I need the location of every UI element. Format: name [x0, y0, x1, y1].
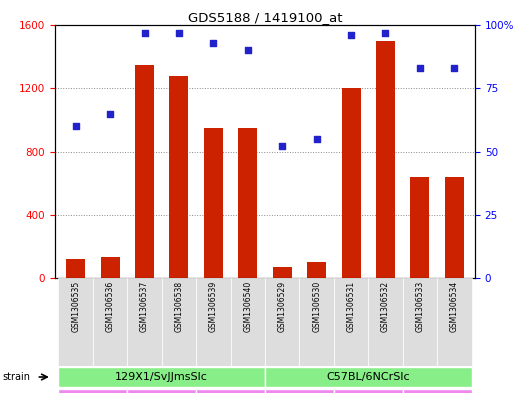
Bar	[445, 177, 464, 278]
Text: GSM1306537: GSM1306537	[140, 281, 149, 332]
Bar	[307, 262, 326, 278]
Bar	[368, 278, 403, 366]
Bar	[101, 257, 120, 278]
Point	[278, 143, 286, 150]
Point	[416, 65, 424, 71]
Bar	[230, 278, 265, 366]
Bar	[196, 278, 230, 366]
Text: GSM1306539: GSM1306539	[209, 281, 218, 332]
Bar	[58, 389, 127, 393]
Text: GSM1306533: GSM1306533	[416, 281, 424, 332]
Bar	[265, 278, 300, 366]
Bar	[196, 389, 265, 393]
Bar	[162, 278, 196, 366]
Bar	[334, 389, 403, 393]
Bar	[265, 367, 471, 387]
Bar	[58, 278, 93, 366]
Text: strain: strain	[3, 372, 31, 382]
Text: C57BL/6NCrSlc: C57BL/6NCrSlc	[326, 372, 410, 382]
Text: GSM1306531: GSM1306531	[347, 281, 356, 332]
Point	[347, 32, 355, 38]
Bar	[135, 64, 154, 278]
Text: GSM1306529: GSM1306529	[278, 281, 287, 332]
Text: GSM1306532: GSM1306532	[381, 281, 390, 332]
Bar	[239, 128, 257, 278]
Text: GSM1306536: GSM1306536	[106, 281, 114, 332]
Bar	[334, 278, 368, 366]
Bar	[127, 389, 196, 393]
Point	[209, 40, 218, 46]
Bar	[376, 41, 395, 278]
Text: GSM1306530: GSM1306530	[312, 281, 321, 332]
Bar	[127, 278, 162, 366]
Text: GSM1306540: GSM1306540	[243, 281, 252, 332]
Point	[312, 136, 321, 142]
Bar	[410, 177, 429, 278]
Point	[450, 65, 459, 71]
Bar	[204, 128, 223, 278]
Bar	[342, 88, 361, 278]
Point	[381, 29, 389, 36]
Text: GSM1306538: GSM1306538	[174, 281, 184, 332]
Text: GSM1306535: GSM1306535	[71, 281, 80, 332]
Bar	[300, 278, 334, 366]
Bar	[403, 278, 437, 366]
Point	[175, 29, 183, 36]
Text: 129X1/SvJJmsSlc: 129X1/SvJJmsSlc	[115, 372, 208, 382]
Title: GDS5188 / 1419100_at: GDS5188 / 1419100_at	[188, 11, 342, 24]
Text: GSM1306534: GSM1306534	[450, 281, 459, 332]
Point	[106, 110, 114, 117]
Bar	[437, 278, 471, 366]
Bar	[273, 267, 292, 278]
Point	[244, 47, 252, 53]
Bar	[403, 389, 471, 393]
Bar	[66, 259, 85, 278]
Bar	[265, 389, 334, 393]
Bar	[169, 75, 188, 278]
Point	[141, 29, 149, 36]
Bar	[58, 367, 265, 387]
Point	[71, 123, 80, 129]
Bar	[93, 278, 127, 366]
